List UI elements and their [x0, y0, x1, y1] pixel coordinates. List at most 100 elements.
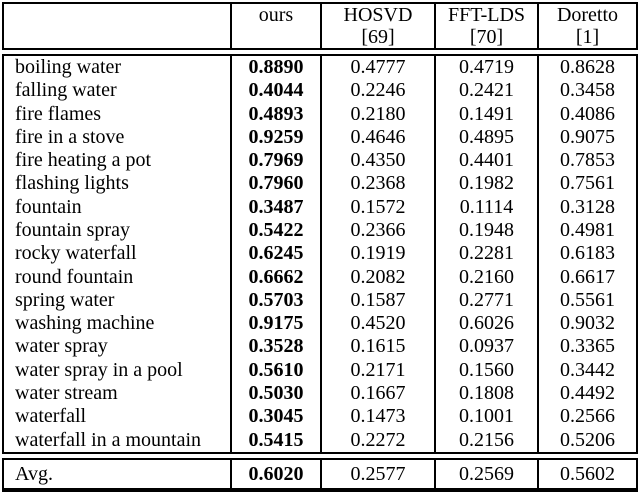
- hosvd-value: 0.1587: [320, 288, 434, 313]
- table-row: fire in a stove 0.9259 0.4646 0.4895 0.9…: [4, 125, 636, 150]
- row-label: waterfall: [15, 405, 87, 428]
- doretto-value: 0.2566: [537, 405, 636, 429]
- header-col-hosvd: HOSVD [69]: [320, 4, 434, 48]
- ours-value: 0.7969: [230, 149, 320, 173]
- header-row: ours HOSVD [69] FFT-LDS [70] Doretto [1]: [4, 4, 636, 48]
- doretto-value: 0.3442: [537, 358, 636, 382]
- avg-fftlds-value: 0.2569: [434, 460, 537, 488]
- fftlds-value: 0.1808: [434, 381, 537, 406]
- fftlds-value: 0.0937: [434, 335, 537, 359]
- fftlds-value: 0.1982: [434, 172, 537, 196]
- hosvd-value: 0.2082: [320, 265, 434, 289]
- table-row: waterfall in a mountain 0.5415 0.2272 0.…: [4, 428, 636, 452]
- fftlds-value: 0.6026: [434, 312, 537, 336]
- fftlds-value: 0.2160: [434, 265, 537, 289]
- ours-value: 0.4044: [230, 79, 320, 103]
- doretto-value: 0.5561: [537, 288, 636, 313]
- ours-value: 0.6662: [230, 265, 320, 289]
- table-body-section: boiling water 0.8890 0.4777 0.4719 0.862…: [2, 54, 638, 454]
- header-col-ours: ours: [230, 4, 320, 48]
- ours-value: 0.8890: [230, 56, 320, 80]
- table-row: fire flames 0.4893 0.2180 0.1491 0.4086: [4, 102, 636, 126]
- doretto-value: 0.5206: [537, 428, 636, 452]
- row-label: boiling water: [15, 56, 122, 78]
- hosvd-value: 0.2171: [320, 358, 434, 382]
- row-label: spring water: [15, 288, 115, 311]
- row-label: fire heating a pot: [15, 149, 152, 172]
- table-row: water spray 0.3528 0.1615 0.0937 0.3365: [4, 335, 636, 359]
- header-ours-label: ours: [258, 4, 294, 26]
- avg-doretto-value: 0.5602: [537, 460, 636, 488]
- hosvd-value: 0.1473: [320, 405, 434, 429]
- header-fftlds-label: FFT-LDS: [447, 4, 526, 26]
- ours-value: 0.3528: [230, 335, 320, 359]
- hosvd-value: 0.2366: [320, 218, 434, 243]
- table-header-section: ours HOSVD [69] FFT-LDS [70] Doretto [1]: [2, 2, 638, 50]
- header-fftlds-ref: [70]: [469, 25, 504, 48]
- doretto-value: 0.8628: [537, 56, 636, 80]
- row-label: falling water: [15, 79, 117, 102]
- fftlds-value: 0.2421: [434, 79, 537, 103]
- hosvd-value: 0.1919: [320, 242, 434, 266]
- header-hosvd-ref: [69]: [361, 25, 395, 48]
- header-hosvd-label: HOSVD: [343, 4, 413, 26]
- table-row: round fountain 0.6662 0.2082 0.2160 0.66…: [4, 265, 636, 289]
- hosvd-value: 0.4777: [320, 56, 434, 80]
- ours-value: 0.5030: [230, 381, 320, 406]
- avg-ours-value: 0.6020: [230, 460, 320, 488]
- ours-value: 0.5415: [230, 428, 320, 452]
- row-label: waterfall in a mountain: [15, 428, 202, 451]
- doretto-value: 0.4492: [537, 381, 636, 406]
- fftlds-value: 0.1948: [434, 218, 537, 243]
- fftlds-value: 0.1491: [434, 102, 537, 126]
- table-row: waterfall 0.3045 0.1473 0.1001 0.2566: [4, 405, 636, 429]
- doretto-value: 0.4981: [537, 218, 636, 243]
- ours-value: 0.7960: [230, 172, 320, 196]
- header-blank-cell: [4, 4, 230, 48]
- row-label: water spray: [15, 335, 108, 358]
- table-row: fire heating a pot 0.7969 0.4350 0.4401 …: [4, 149, 636, 173]
- fftlds-value: 0.2281: [434, 242, 537, 266]
- header-doretto-label: Doretto: [556, 4, 619, 26]
- row-label: round fountain: [15, 265, 134, 288]
- fftlds-value: 0.4401: [434, 149, 537, 173]
- fftlds-value: 0.4895: [434, 125, 537, 150]
- hosvd-value: 0.1572: [320, 195, 434, 219]
- fftlds-value: 0.1560: [434, 358, 537, 382]
- row-label: water spray in a pool: [15, 358, 183, 381]
- ours-value: 0.9175: [230, 312, 320, 336]
- fftlds-value: 0.2156: [434, 428, 537, 452]
- hosvd-value: 0.4520: [320, 312, 434, 336]
- table-row: washing machine 0.9175 0.4520 0.6026 0.9…: [4, 312, 636, 336]
- table-row: water spray in a pool 0.5610 0.2171 0.15…: [4, 358, 636, 382]
- row-label: fire in a stove: [15, 125, 125, 148]
- table-row: spring water 0.5703 0.1587 0.2771 0.5561: [4, 288, 636, 313]
- table-row: water stream 0.5030 0.1667 0.1808 0.4492: [4, 381, 636, 406]
- hosvd-value: 0.2272: [320, 428, 434, 452]
- header-col-fftlds: FFT-LDS [70]: [434, 4, 537, 48]
- avg-hosvd-value: 0.2577: [320, 460, 434, 488]
- table-row: rocky waterfall 0.6245 0.1919 0.2281 0.6…: [4, 242, 636, 266]
- table-row: boiling water 0.8890 0.4777 0.4719 0.862…: [4, 56, 636, 80]
- table-row: flashing lights 0.7960 0.2368 0.1982 0.7…: [4, 172, 636, 196]
- table-row: falling water 0.4044 0.2246 0.2421 0.345…: [4, 79, 636, 103]
- table-row: fountain spray 0.5422 0.2366 0.1948 0.49…: [4, 218, 636, 243]
- avg-row: Avg. 0.6020 0.2577 0.2569 0.5602: [4, 460, 636, 488]
- row-label: rocky waterfall: [15, 242, 137, 265]
- doretto-value: 0.7561: [537, 172, 636, 196]
- doretto-value: 0.9032: [537, 312, 636, 336]
- row-label: water stream: [15, 381, 118, 404]
- ours-value: 0.5703: [230, 288, 320, 313]
- table-row: fountain 0.3487 0.1572 0.1114 0.3128: [4, 195, 636, 219]
- doretto-value: 0.6183: [537, 242, 636, 266]
- table-average-section: Avg. 0.6020 0.2577 0.2569 0.5602: [2, 458, 638, 492]
- doretto-value: 0.3365: [537, 335, 636, 359]
- ours-value: 0.4893: [230, 102, 320, 126]
- header-doretto-ref: [1]: [575, 25, 600, 48]
- hosvd-value: 0.2246: [320, 79, 434, 103]
- fftlds-value: 0.2771: [434, 288, 537, 313]
- doretto-value: 0.3128: [537, 195, 636, 219]
- row-label: fire flames: [15, 102, 102, 125]
- hosvd-value: 0.2368: [320, 172, 434, 196]
